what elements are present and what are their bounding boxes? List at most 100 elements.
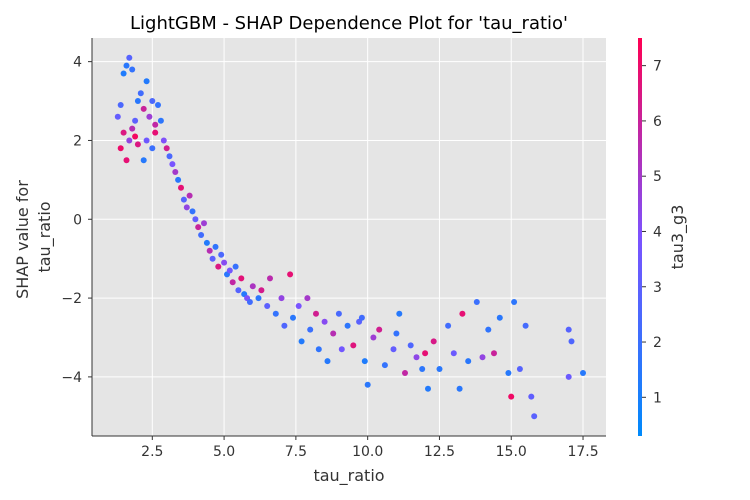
data-point bbox=[407, 342, 414, 349]
data-point bbox=[255, 295, 262, 302]
data-point bbox=[358, 314, 365, 321]
data-point bbox=[192, 216, 199, 223]
data-point bbox=[157, 117, 164, 124]
data-point bbox=[126, 54, 133, 61]
data-point bbox=[226, 267, 233, 274]
data-point bbox=[267, 275, 273, 282]
x-tick-label: 5.0 bbox=[213, 444, 235, 460]
x-ticks: 2.5 5.0 7.5 10.0 12.5 15.0 17.5 bbox=[141, 436, 599, 460]
data-point bbox=[413, 354, 420, 361]
y-axis-label: SHAP value for tau_ratio bbox=[13, 175, 55, 299]
data-point bbox=[215, 263, 222, 270]
data-point bbox=[350, 342, 357, 349]
data-point bbox=[209, 255, 216, 262]
data-point bbox=[129, 66, 136, 73]
grid-lines bbox=[92, 38, 606, 436]
data-point bbox=[298, 338, 305, 345]
data-point bbox=[381, 362, 388, 369]
colorbar-tick-label: 1 bbox=[653, 390, 662, 406]
data-point bbox=[272, 310, 279, 317]
data-point bbox=[396, 310, 403, 317]
data-point bbox=[126, 137, 133, 144]
data-point bbox=[132, 133, 139, 140]
data-point bbox=[479, 354, 486, 361]
data-point bbox=[565, 326, 572, 333]
data-point bbox=[390, 346, 397, 353]
data-point bbox=[212, 243, 219, 250]
data-point bbox=[146, 113, 153, 120]
data-point bbox=[528, 393, 535, 400]
colorbar-tick-label: 2 bbox=[653, 335, 662, 351]
data-point bbox=[143, 78, 150, 85]
data-point bbox=[140, 105, 147, 112]
data-point bbox=[203, 239, 210, 246]
data-point bbox=[169, 161, 176, 168]
data-point bbox=[436, 366, 443, 372]
data-point bbox=[132, 117, 139, 124]
data-point bbox=[344, 322, 351, 329]
data-point bbox=[450, 350, 457, 357]
data-point bbox=[419, 366, 426, 372]
data-point bbox=[155, 102, 161, 108]
data-point bbox=[218, 251, 225, 258]
y-tick-label: −4 bbox=[61, 370, 82, 386]
data-point bbox=[335, 310, 342, 317]
colorbar-tick-label: 3 bbox=[653, 280, 662, 296]
data-point bbox=[195, 224, 202, 231]
x-tick-label: 10.0 bbox=[352, 444, 383, 460]
data-point bbox=[568, 338, 575, 345]
x-axis-label: tau_ratio bbox=[313, 466, 384, 486]
data-point bbox=[430, 338, 437, 345]
data-point bbox=[180, 196, 187, 203]
data-point bbox=[235, 287, 242, 294]
data-point bbox=[123, 157, 130, 164]
data-point bbox=[491, 350, 497, 357]
data-point bbox=[120, 70, 127, 77]
data-point bbox=[163, 145, 170, 152]
y-axis-label-line-2: tau_ratio bbox=[35, 201, 55, 272]
data-point bbox=[376, 326, 383, 333]
data-point bbox=[522, 322, 529, 329]
chart-title: LightGBM - SHAP Dependence Plot for 'tau… bbox=[130, 13, 568, 34]
data-point bbox=[393, 330, 400, 337]
data-point bbox=[134, 141, 141, 148]
x-tick-label: 2.5 bbox=[141, 444, 163, 460]
data-point bbox=[456, 385, 463, 392]
data-point bbox=[134, 98, 141, 104]
data-point bbox=[580, 370, 586, 376]
data-point bbox=[129, 125, 136, 132]
y-tick-label: −2 bbox=[61, 291, 82, 307]
data-point bbox=[402, 370, 408, 376]
data-point bbox=[508, 393, 515, 400]
data-point bbox=[290, 314, 296, 321]
data-point bbox=[189, 208, 196, 215]
colorbar-ticks: 1 2 3 4 5 6 7 bbox=[642, 59, 662, 406]
data-point bbox=[330, 330, 337, 337]
plot-area bbox=[92, 38, 606, 436]
data-point bbox=[123, 62, 130, 69]
data-point bbox=[201, 220, 207, 227]
colorbar-tick-label: 5 bbox=[653, 169, 662, 185]
data-point bbox=[178, 184, 184, 191]
data-point bbox=[232, 263, 239, 270]
data-point bbox=[160, 137, 167, 144]
data-point bbox=[422, 350, 429, 357]
data-point bbox=[473, 299, 480, 305]
data-point bbox=[505, 370, 512, 376]
data-point bbox=[361, 358, 368, 365]
data-point bbox=[149, 145, 156, 152]
data-point bbox=[114, 113, 121, 120]
data-point bbox=[511, 299, 518, 305]
data-point bbox=[425, 385, 431, 392]
data-point bbox=[307, 326, 314, 333]
data-point bbox=[117, 145, 124, 152]
data-point bbox=[206, 247, 213, 254]
data-point bbox=[246, 299, 253, 305]
y-tick-label: 4 bbox=[73, 55, 82, 71]
x-tick-label: 17.5 bbox=[567, 444, 598, 460]
scatter-points bbox=[114, 54, 586, 420]
data-point bbox=[120, 129, 127, 136]
data-point bbox=[315, 346, 322, 353]
data-point bbox=[140, 157, 147, 164]
